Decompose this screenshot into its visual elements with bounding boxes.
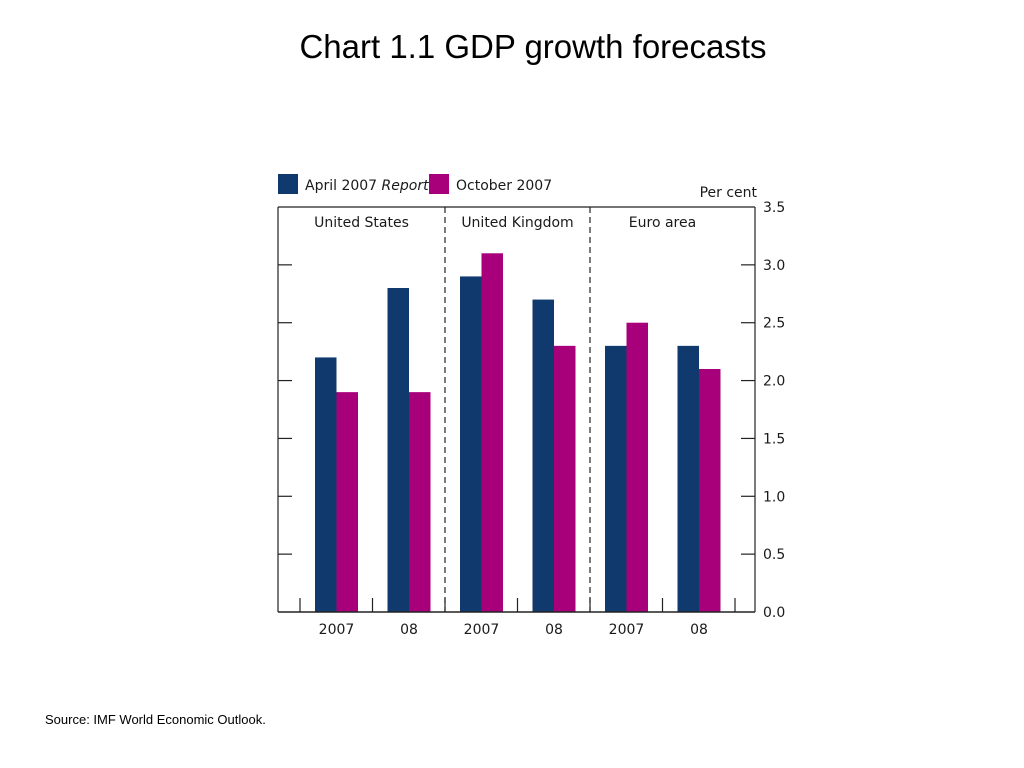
x-tick-label: 08 (690, 622, 708, 638)
group-label: United Kingdom (461, 215, 573, 231)
bar-october-4 (626, 322, 648, 612)
y-tick-label: 2.0 (763, 374, 785, 390)
bar-april-5 (677, 345, 699, 612)
x-tick-label: 08 (400, 622, 418, 638)
bar-april-3 (532, 299, 554, 612)
bar-october-0 (336, 392, 358, 612)
bar-april-0 (315, 357, 337, 612)
legend-swatch-october-2007 (429, 174, 449, 194)
y-tick-label: 1.5 (763, 431, 785, 447)
y-tick-label: 2.5 (763, 316, 785, 332)
slide-title: Chart 1.1 GDP growth forecasts (299, 28, 767, 65)
bar-october-1 (409, 392, 431, 612)
y-tick-label: 0.0 (763, 605, 785, 621)
x-tick-label: 2007 (609, 622, 645, 638)
y-tick-label: 1.0 (763, 489, 785, 505)
y-tick-label: 3.5 (763, 200, 785, 216)
legend-label-october-2007: October 2007 (456, 178, 552, 194)
y-axis-label: Per cent (700, 185, 758, 201)
x-tick-label: 2007 (319, 622, 355, 638)
bar-october-2 (481, 253, 503, 613)
x-tick-label: 08 (545, 622, 563, 638)
legend-label-april-2007: April 2007 Report (305, 178, 429, 194)
group-label: Euro area (629, 215, 696, 231)
bar-april-4 (605, 345, 627, 612)
y-tick-label: 3.0 (763, 258, 785, 274)
bar-april-1 (387, 288, 409, 612)
x-tick-label: 2007 (464, 622, 500, 638)
group-label: United States (314, 215, 409, 231)
y-tick-label: 0.5 (763, 547, 785, 563)
bar-april-2 (460, 276, 482, 612)
legend-swatch-april-2007 (278, 174, 298, 194)
source-note: Source: IMF World Economic Outlook. (45, 712, 266, 727)
bar-october-5 (699, 369, 721, 612)
bar-october-3 (554, 345, 576, 612)
